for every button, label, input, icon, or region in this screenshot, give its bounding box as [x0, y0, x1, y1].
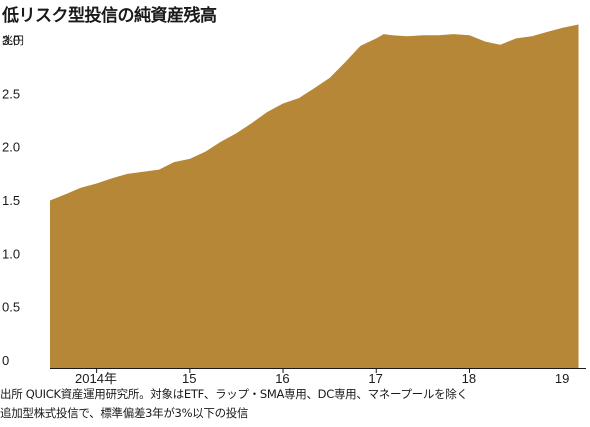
x-tick-label: 17 — [368, 371, 382, 386]
y-axis-unit: 兆円 — [2, 34, 24, 47]
y-tick-label: 2.5 — [2, 86, 20, 101]
y-tick-label: 1.0 — [2, 246, 20, 261]
source-note-line-2: 追加型株式投信で、標準偏差3年が3%以下の投信 — [0, 406, 249, 420]
area-layer — [50, 24, 579, 368]
chart-title: 低リスク型投信の純資産残高 — [2, 6, 217, 26]
source-note: 出所 QUICK資産運用研究所。対象はETF、ラップ・SMA専用、DC専用、マネ… — [0, 385, 468, 423]
source-note-line-1: 出所 QUICK資産運用研究所。対象はETF、ラップ・SMA専用、DC専用、マネ… — [0, 387, 468, 401]
x-tick-label: 16 — [275, 371, 289, 386]
x-tick-label: 18 — [462, 371, 476, 386]
y-tick-label: 0.5 — [2, 300, 20, 315]
x-tick-label: 19 — [555, 371, 569, 386]
x-tick-label: 15 — [182, 371, 196, 386]
y-tick-label: 2.0 — [2, 140, 20, 155]
area-series — [50, 24, 579, 368]
y-tick-label: 0 — [2, 353, 9, 368]
x-tick-label: 2014年 — [75, 371, 117, 386]
y-tick-label: 3.0 — [2, 33, 20, 48]
y-axis: 3.0 2.5 2.0 1.5 1.0 0.5 0 — [2, 33, 20, 368]
y-tick-label: 1.5 — [2, 193, 20, 208]
x-axis: 2014年 15 16 17 18 19 — [50, 368, 586, 386]
